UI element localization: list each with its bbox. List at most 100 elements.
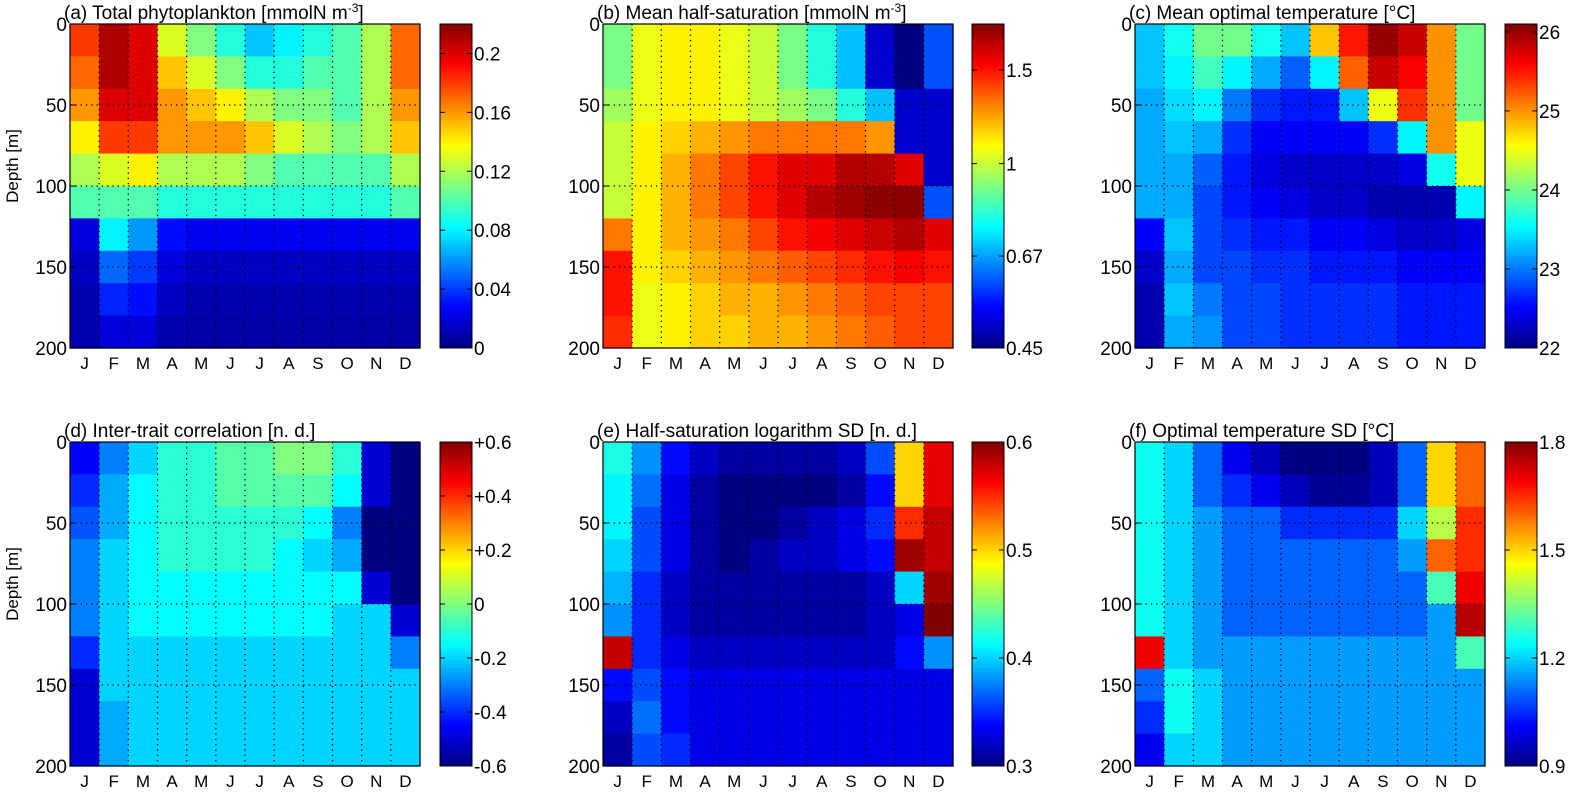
heatmap-cell (186, 668, 217, 702)
heatmap-cell (303, 24, 334, 57)
heatmap-cell (1368, 442, 1399, 475)
heatmap-cell (1368, 474, 1399, 508)
heatmap-cell (894, 315, 925, 349)
heatmap-cell (1193, 636, 1224, 670)
heatmap-cell (1280, 153, 1311, 187)
heatmap-cell (1339, 24, 1369, 57)
heatmap-cell (274, 442, 304, 475)
colorbar-tick-label: 1.2 (1539, 649, 1565, 670)
y-tick-label: 200 (568, 339, 600, 360)
heatmap-cell (1135, 283, 1165, 317)
heatmap-cell (1397, 283, 1428, 317)
heatmap-cell (778, 539, 808, 573)
heatmap-cell (719, 733, 750, 767)
heatmap-cell (690, 442, 721, 475)
heatmap-cell (157, 153, 188, 187)
x-tick-label: S (1377, 772, 1388, 791)
heatmap-cell (1368, 56, 1399, 90)
heatmap-cell (1164, 571, 1194, 605)
heatmap-cell (1222, 474, 1253, 508)
x-tick-label: F (109, 772, 119, 791)
heatmap-cell (719, 56, 750, 90)
heatmap-cell (690, 571, 721, 605)
y-tick-label: 100 (568, 177, 600, 198)
heatmap-cell (894, 153, 925, 187)
heatmap-cell (157, 24, 188, 57)
heatmap-cell (836, 121, 867, 155)
y-tick-label: 150 (1100, 676, 1132, 697)
heatmap-cell (603, 24, 633, 57)
heatmap-cell (1310, 604, 1340, 637)
heatmap-cell (390, 88, 421, 122)
heatmap-cell (807, 186, 837, 219)
heatmap-cell (390, 701, 421, 735)
heatmap-cell (836, 88, 867, 122)
heatmap-cell (1426, 604, 1457, 637)
heatmap-cell (690, 506, 721, 540)
heatmap-cell (778, 186, 808, 219)
heatmap-cell (748, 701, 779, 735)
heatmap-cell (894, 218, 925, 252)
heatmap-cell (274, 701, 304, 735)
heatmap-cell (603, 636, 633, 670)
colorbar-tick-label: 0.3 (1006, 757, 1032, 778)
x-tick-label: M (136, 354, 150, 373)
heatmap-cell (274, 88, 304, 122)
heatmap-cell (865, 153, 896, 187)
heatmap-cell (1310, 56, 1340, 90)
heatmap-cell (807, 636, 837, 670)
colorbar-tick-label: 0.5 (1006, 541, 1032, 562)
heatmap-cell (661, 186, 692, 219)
heatmap-cell (1339, 474, 1369, 508)
y-tick-label: 0 (1121, 15, 1132, 36)
heatmap-cell (245, 56, 275, 90)
heatmap-cell (390, 571, 421, 605)
heatmap-cell (661, 733, 692, 767)
y-tick-label: 0 (589, 15, 600, 36)
heatmap-cell (157, 604, 188, 637)
heatmap-cell (1251, 186, 1282, 219)
heatmap-cell (894, 442, 925, 475)
heatmap-cell (157, 250, 188, 284)
heatmap-cell (748, 668, 779, 702)
heatmap-cell (186, 250, 217, 284)
heatmap-cell (1193, 56, 1224, 90)
heatmap-cell (1193, 121, 1224, 155)
x-tick-label: S (312, 354, 323, 373)
heatmap-cell (245, 474, 275, 508)
heatmap-cell (1193, 442, 1224, 475)
x-tick-label: A (1348, 354, 1360, 373)
heatmap-cell (807, 604, 837, 637)
heatmap-cell (690, 636, 721, 670)
heatmap-cell (1397, 506, 1428, 540)
heatmap-cell (836, 701, 867, 735)
heatmap-cell (274, 218, 304, 252)
heatmap-cell (1222, 571, 1253, 605)
heatmap-cell (1164, 283, 1194, 317)
heatmap-cell (632, 604, 662, 637)
x-tick-label: F (1174, 772, 1184, 791)
y-tick-label: 100 (568, 595, 600, 616)
heatmap-cell (245, 571, 275, 605)
heatmap-cell (807, 153, 837, 187)
heatmap-cell (303, 186, 334, 219)
heatmap-cell (1164, 668, 1194, 702)
heatmap-cell (1426, 250, 1457, 284)
heatmap-cell (186, 604, 217, 637)
heatmap-cell (690, 539, 721, 573)
heatmap-cell (215, 571, 246, 605)
heatmap-cell (1368, 506, 1399, 540)
heatmap-cell (1368, 539, 1399, 573)
heatmap-cell (661, 153, 692, 187)
heatmap-cell (836, 218, 867, 252)
x-tick-label: D (1464, 772, 1476, 791)
heatmap-cell (1339, 186, 1369, 219)
heatmap-cell (1426, 283, 1457, 317)
heatmap-cell (1222, 506, 1253, 540)
heatmap-cell (1455, 571, 1486, 605)
heatmap-cell (865, 218, 896, 252)
x-tick-label: O (340, 354, 353, 373)
heatmap-cell (1339, 218, 1369, 252)
heatmap-cell (186, 733, 217, 767)
heatmap-cell (361, 121, 392, 155)
